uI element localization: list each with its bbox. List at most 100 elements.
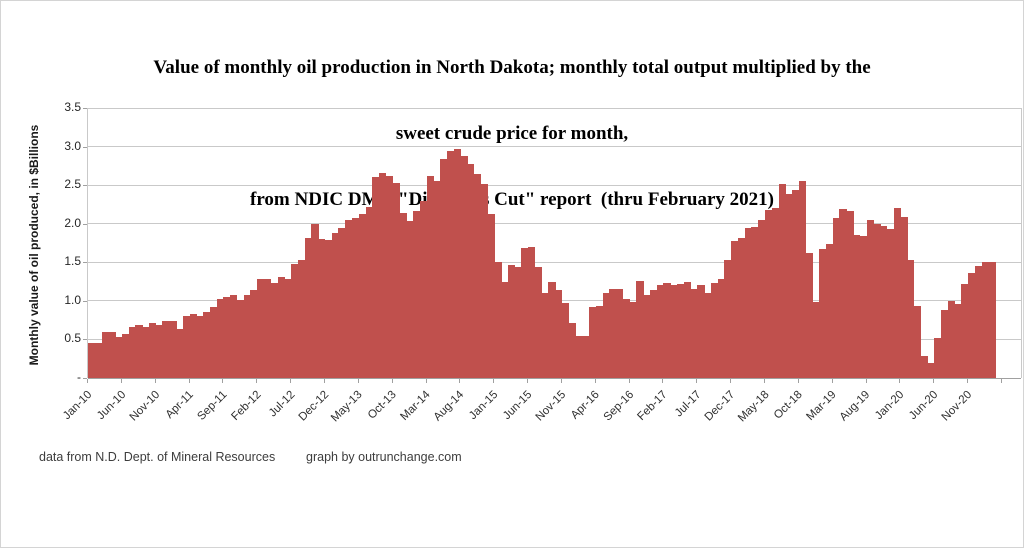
y-tick-label: 3.0 — [64, 138, 81, 153]
bar — [534, 266, 543, 378]
bar — [622, 298, 631, 378]
bar — [812, 302, 820, 378]
x-tick-mark — [425, 379, 427, 383]
gridline — [88, 146, 1021, 148]
bar — [101, 331, 109, 378]
bar — [853, 234, 861, 378]
bar — [467, 164, 475, 378]
bar — [751, 226, 759, 378]
bar — [88, 342, 96, 378]
bar — [663, 283, 671, 378]
bar — [440, 158, 448, 378]
y-tick-mark — [83, 146, 87, 148]
x-tick-mark — [459, 379, 461, 383]
x-tick-mark — [831, 379, 833, 383]
x-tick-mark — [87, 379, 88, 383]
x-tick-mark — [933, 379, 935, 383]
bar — [352, 218, 360, 378]
bar — [541, 293, 549, 378]
x-tick-label-text: Mar-14 — [398, 388, 433, 424]
bar — [115, 337, 123, 378]
y-tick-mark — [83, 378, 87, 379]
bar — [223, 297, 231, 378]
bar — [392, 182, 400, 378]
bar — [453, 148, 461, 378]
bar — [155, 324, 163, 378]
bar — [771, 208, 780, 378]
bar — [324, 239, 333, 378]
bar — [778, 183, 786, 378]
bar — [676, 283, 685, 378]
bar — [169, 320, 177, 378]
x-tick-mark — [290, 379, 292, 383]
x-tick-mark — [899, 379, 901, 383]
x-tick-mark — [865, 379, 867, 383]
bar — [345, 219, 353, 378]
bar — [507, 265, 516, 378]
bar — [954, 303, 962, 378]
bar — [284, 278, 292, 378]
x-tick-mark — [594, 379, 596, 383]
bar — [792, 189, 800, 378]
bar — [128, 327, 136, 378]
bar — [561, 303, 570, 378]
bar — [500, 281, 509, 378]
bar — [182, 316, 191, 378]
bar — [819, 249, 827, 378]
bar — [805, 253, 813, 378]
y-tick-mark — [83, 185, 87, 187]
x-tick-label-text: Jul-12 — [266, 388, 298, 420]
bar — [270, 283, 279, 378]
x-tick-label-text: Sep-16 — [601, 388, 636, 424]
bar — [446, 151, 455, 378]
y-tick-label: 2.0 — [64, 215, 81, 230]
bar — [304, 238, 312, 378]
bar — [311, 223, 319, 378]
y-tick-mark — [83, 108, 87, 109]
x-tick-label-text: Nov-20 — [939, 388, 975, 424]
bar — [947, 300, 956, 378]
graph-credit-note: graph by outrunchange.com — [306, 450, 462, 464]
bar — [913, 305, 922, 378]
x-tick-mark — [493, 379, 495, 383]
bar — [629, 302, 637, 378]
bar — [148, 323, 157, 378]
bar — [521, 248, 529, 378]
x-tick-mark — [662, 379, 664, 383]
x-tick-label-text: Oct-18 — [772, 388, 806, 422]
chart-title-line-1: Value of monthly oil production in North… — [153, 57, 871, 78]
bar — [338, 228, 346, 378]
x-tick-mark — [357, 379, 359, 383]
bar — [277, 276, 285, 378]
bar — [494, 261, 502, 378]
bar — [121, 334, 130, 378]
bar — [487, 213, 495, 378]
bar — [385, 175, 394, 378]
bar — [744, 228, 752, 378]
x-tick-mark — [628, 379, 630, 383]
bar — [216, 298, 224, 378]
bar — [142, 327, 150, 378]
x-tick-label-text: Jan-10 — [60, 388, 95, 423]
x-tick-mark — [1000, 379, 1002, 383]
bar — [846, 210, 854, 378]
x-tick-label-text: Jun-20 — [907, 388, 941, 423]
x-tick-mark — [188, 379, 190, 383]
bar — [670, 285, 678, 378]
bar — [724, 259, 732, 378]
x-tick-label-text: Oct-13 — [365, 388, 399, 422]
x-tick-label-text: Jul-17 — [672, 388, 704, 420]
x-tick-label-text: Nov-15 — [533, 388, 569, 424]
bar — [379, 172, 387, 378]
bar — [649, 290, 658, 378]
bar — [575, 335, 583, 378]
bar — [419, 201, 428, 378]
bar — [636, 280, 644, 378]
bar — [94, 342, 103, 378]
bar — [372, 177, 380, 378]
x-tick-mark — [696, 379, 698, 383]
y-tick-mark — [83, 300, 87, 302]
bar — [731, 241, 739, 378]
bar — [981, 262, 989, 378]
bar — [710, 283, 719, 378]
